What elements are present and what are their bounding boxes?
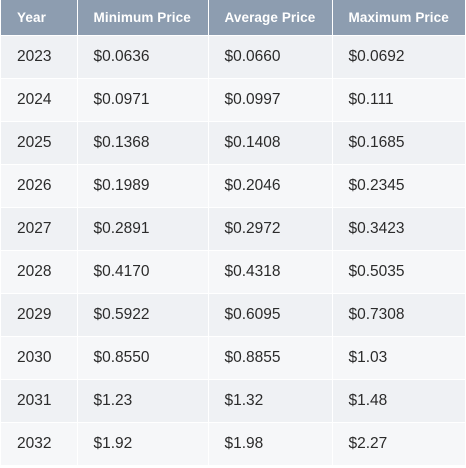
table-row: 2029 $0.5922 $0.6095 $0.7308 <box>1 293 465 337</box>
minimum-price-cell: $0.4170 <box>77 250 209 294</box>
year-cell: 2028 <box>1 250 78 294</box>
minimum-price-cell: $1.92 <box>77 422 209 465</box>
year-cell: 2029 <box>1 293 78 337</box>
maximum-price-cell: $1.48 <box>332 379 465 423</box>
minimum-price-cell: $0.0636 <box>77 35 209 79</box>
minimum-price-cell: $1.23 <box>77 379 209 423</box>
year-cell: 2026 <box>1 164 78 208</box>
table-row: 2026 $0.1989 $0.2046 $0.2345 <box>1 164 465 208</box>
table-body: 2023 $0.0636 $0.0660 $0.0692 2024 $0.0971 $0.0… <box>1 35 465 465</box>
maximum-price-cell: $0.3423 <box>332 207 465 251</box>
year-cell: 2027 <box>1 207 78 251</box>
year-cell: 2030 <box>1 336 78 380</box>
average-price-cell: $0.6095 <box>208 293 333 337</box>
minimum-price-cell: $0.2891 <box>77 207 209 251</box>
header-row: Year Minimum Price Average Price Maximum… <box>1 0 465 36</box>
maximum-price-cell: $0.5035 <box>332 250 465 294</box>
year-cell: 2024 <box>1 78 78 122</box>
table-row: 2025 $0.1368 $0.1408 $0.1685 <box>1 121 465 165</box>
table-row: 2032 $1.92 $1.98 $2.27 <box>1 422 465 465</box>
minimum-price-cell: $0.0971 <box>77 78 209 122</box>
table-row: 2023 $0.0636 $0.0660 $0.0692 <box>1 35 465 79</box>
table-row: 2031 $1.23 $1.32 $1.48 <box>1 379 465 423</box>
average-price-cell: $0.4318 <box>208 250 333 294</box>
minimum-price-cell: $0.5922 <box>77 293 209 337</box>
maximum-price-cell: $0.1685 <box>332 121 465 165</box>
header-maximum-price: Maximum Price <box>332 0 465 36</box>
maximum-price-cell: $1.03 <box>332 336 465 380</box>
table-row: 2028 $0.4170 $0.4318 $0.5035 <box>1 250 465 294</box>
average-price-cell: $1.98 <box>208 422 333 465</box>
header-minimum-price: Minimum Price <box>77 0 209 36</box>
header-year: Year <box>1 0 78 36</box>
year-cell: 2031 <box>1 379 78 423</box>
table-row: 2027 $0.2891 $0.2972 $0.3423 <box>1 207 465 251</box>
year-cell: 2025 <box>1 121 78 165</box>
average-price-cell: $0.1408 <box>208 121 333 165</box>
table-header: Year Minimum Price Average Price Maximum… <box>1 0 465 36</box>
maximum-price-cell: $0.111 <box>332 78 465 122</box>
maximum-price-cell: $0.0692 <box>332 35 465 79</box>
table-row: 2024 $0.0971 $0.0997 $0.111 <box>1 78 465 122</box>
maximum-price-cell: $0.7308 <box>332 293 465 337</box>
average-price-cell: $0.0660 <box>208 35 333 79</box>
average-price-cell: $0.0997 <box>208 78 333 122</box>
minimum-price-cell: $0.1368 <box>77 121 209 165</box>
minimum-price-cell: $0.8550 <box>77 336 209 380</box>
minimum-price-cell: $0.1989 <box>77 164 209 208</box>
average-price-cell: $0.8855 <box>208 336 333 380</box>
year-cell: 2023 <box>1 35 78 79</box>
table-row: 2030 $0.8550 $0.8855 $1.03 <box>1 336 465 380</box>
maximum-price-cell: $0.2345 <box>332 164 465 208</box>
average-price-cell: $1.32 <box>208 379 333 423</box>
maximum-price-cell: $2.27 <box>332 422 465 465</box>
average-price-cell: $0.2046 <box>208 164 333 208</box>
year-cell: 2032 <box>1 422 78 465</box>
average-price-cell: $0.2972 <box>208 207 333 251</box>
header-average-price: Average Price <box>208 0 333 36</box>
